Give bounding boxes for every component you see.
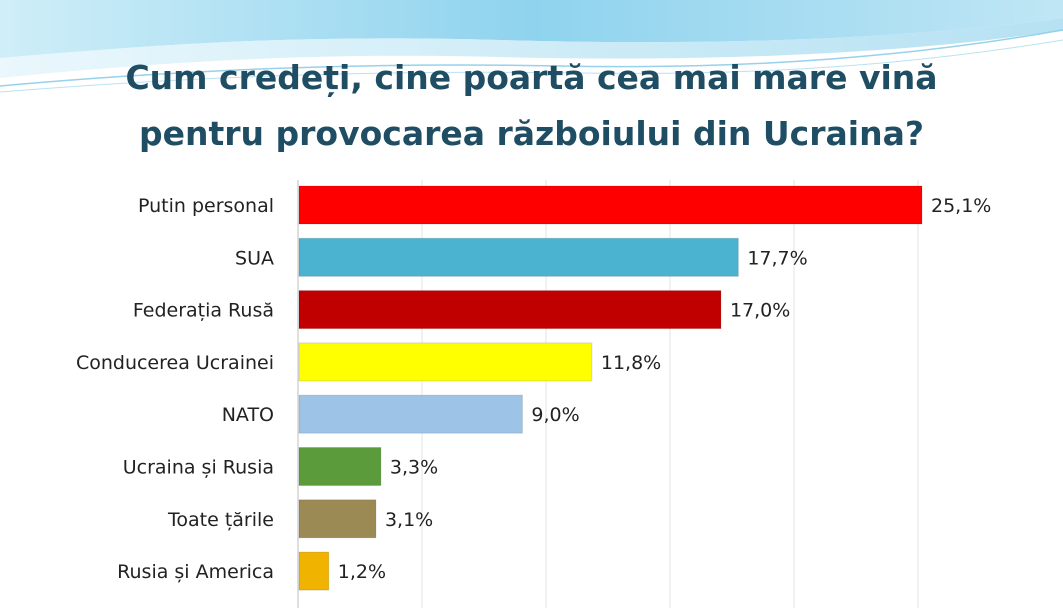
- bar-2: [298, 290, 722, 330]
- value-label-2: 17,0%: [730, 300, 790, 322]
- value-label-4: 9,0%: [531, 404, 579, 426]
- category-label-0: Putin personal: [138, 195, 274, 217]
- category-label-1: SUA: [235, 247, 274, 269]
- category-label-2: Federația Rusă: [133, 300, 274, 322]
- chart-title-line-1: Cum credeți, cine poartă cea mai mare vi…: [125, 58, 938, 97]
- bar-5: [298, 447, 382, 486]
- category-label-7: Rusia și America: [117, 561, 274, 583]
- value-label-3: 11,8%: [601, 352, 661, 374]
- value-label-0: 25,1%: [931, 195, 991, 217]
- category-label-6: Toate țările: [167, 509, 274, 531]
- wave-decoration: [0, 0, 1063, 93]
- bar-6: [298, 499, 377, 539]
- category-label-3: Conducerea Ucrainei: [76, 352, 274, 374]
- bar-4: [298, 394, 523, 434]
- chart-title-line-2: pentru provocarea războiului din Ucraina…: [138, 114, 924, 153]
- category-label-4: NATO: [222, 404, 274, 426]
- category-label-5: Ucraina și Rusia: [123, 457, 274, 479]
- bar-1: [298, 237, 739, 277]
- bar-0: [298, 185, 923, 225]
- value-label-7: 1,2%: [338, 561, 386, 583]
- bar-7: [298, 551, 330, 591]
- value-label-1: 17,7%: [747, 247, 807, 269]
- value-label-5: 3,3%: [390, 457, 438, 479]
- bar-3: [298, 342, 593, 382]
- value-label-6: 3,1%: [385, 509, 433, 531]
